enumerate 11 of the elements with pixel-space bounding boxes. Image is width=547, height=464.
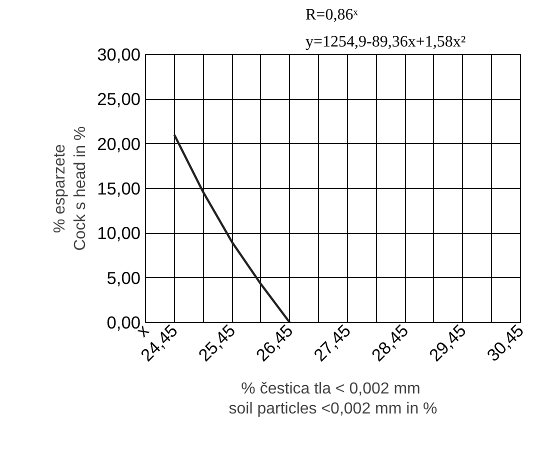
text: y=1254,9-89,36x+1,58x² (306, 34, 466, 50)
y-tick-label: 15,00 (97, 178, 141, 198)
y-axis-title: % esparzete Cock s head in % (52, 126, 90, 251)
y-tick-label: 10,00 (97, 223, 141, 244)
x-axis-title: % čestica tla < 0,002 mm soil particles <0,002 mm in % (228, 380, 438, 418)
y-tick-label: 30,00 (97, 44, 141, 64)
y-tick-label: 25,00 (97, 89, 141, 110)
text: R=0,86ˣ (306, 6, 358, 24)
y-tick-label: 20,00 (97, 134, 141, 154)
y-tick-label: 5,00 (106, 268, 141, 288)
line-series (173, 134, 291, 322)
